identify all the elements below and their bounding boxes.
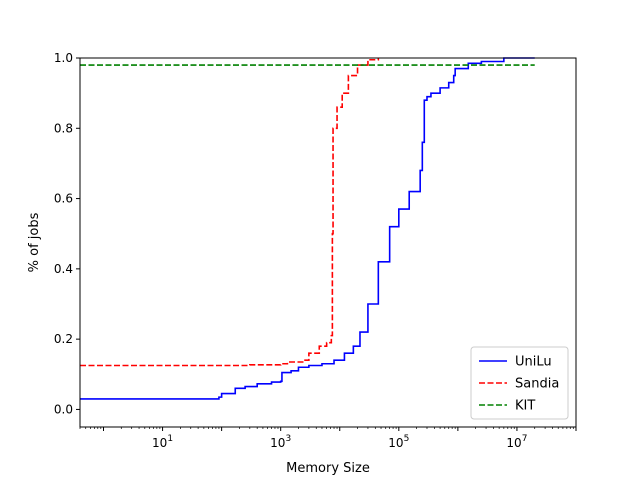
x-tick-label: 103	[270, 434, 291, 450]
x-axis-label: Memory Size	[286, 461, 370, 476]
legend-label-unilu: UniLu	[515, 355, 552, 370]
x-tick-label: 105	[388, 434, 409, 450]
legend-label-sandia: Sandia	[515, 377, 559, 392]
x-tick-label: 101	[152, 434, 173, 450]
y-tick-label: 0.8	[54, 121, 73, 135]
y-tick-label: 1.0	[54, 51, 73, 65]
plot-frame	[79, 57, 577, 428]
series-line-unilu	[80, 57, 535, 400]
x-tick-label: 107	[506, 434, 527, 450]
y-tick-label: 0.4	[54, 262, 73, 276]
y-tick-label: 0.0	[54, 402, 73, 416]
legend-label-kit: KIT	[515, 399, 535, 414]
legend-box	[470, 346, 569, 420]
legend: UniLu Sandia KIT	[470, 346, 569, 420]
series-layer	[80, 57, 535, 400]
series-line-sandia	[80, 58, 380, 367]
y-tick-label: 0.6	[54, 192, 73, 206]
y-tick-label: 0.2	[54, 332, 73, 346]
y-axis-label: % of jobs	[27, 212, 42, 272]
ticks-layer: 0.0 0.2 0.4 0.6 0.8 1.0 101 103 105 107	[54, 51, 577, 450]
